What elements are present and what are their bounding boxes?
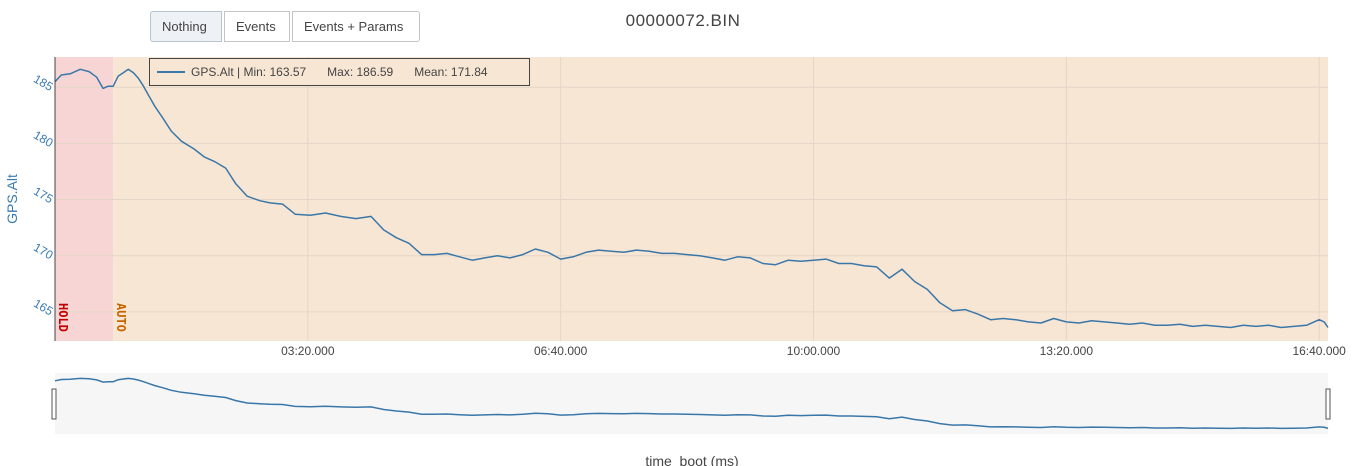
legend-mean: Mean: 171.84 [414,65,488,79]
x-tick-label: 06:40.000 [534,344,588,358]
legend[interactable]: GPS.Alt | Min: 163.57 Max: 186.59 Mean: … [149,58,530,86]
range-slider-right-handle[interactable] [1325,388,1331,420]
mode-label-auto: AUTO [114,303,128,332]
x-tick-label: 10:00.000 [787,344,841,358]
mode-band-hold [55,57,114,341]
y-tick-label: 165 [31,296,56,318]
mode-labels: HOLD AUTO [56,303,128,332]
chart-title: 00000072.BIN [625,11,741,30]
legend-max: Max: 186.59 [327,65,394,79]
y-tick-label: 185 [31,72,56,94]
view-toggle-group: Nothing Events Events + Params [150,11,420,42]
mode-bands [55,57,1329,341]
x-tick-label: 03:20.000 [281,344,335,358]
x-axis-label: time_boot (ms) [645,453,738,466]
y-axis-label: GPS.Alt [4,174,20,224]
x-tick-label: 16:40.000 [1292,344,1346,358]
x-tick-label: 13:20.000 [1040,344,1094,358]
series-line-gps-alt [54,68,1329,329]
mode-band-auto [113,57,1329,341]
y-tick-label: 180 [31,128,56,150]
range-slider-series [54,377,1329,430]
nothing-button[interactable]: Nothing [150,11,222,42]
events-params-button[interactable]: Events + Params [292,11,420,42]
legend-line-swatch [157,71,185,73]
y-tick-label: 175 [31,184,56,206]
range-slider-left-handle[interactable] [51,388,57,420]
events-button[interactable]: Events [224,11,290,42]
series-layer [54,68,1329,329]
range-slider[interactable] [51,373,1331,434]
mode-label-hold: HOLD [56,303,70,332]
y-tick-label: 170 [31,240,56,262]
legend-series-label: GPS.Alt | Min: 163.57 [191,65,307,79]
